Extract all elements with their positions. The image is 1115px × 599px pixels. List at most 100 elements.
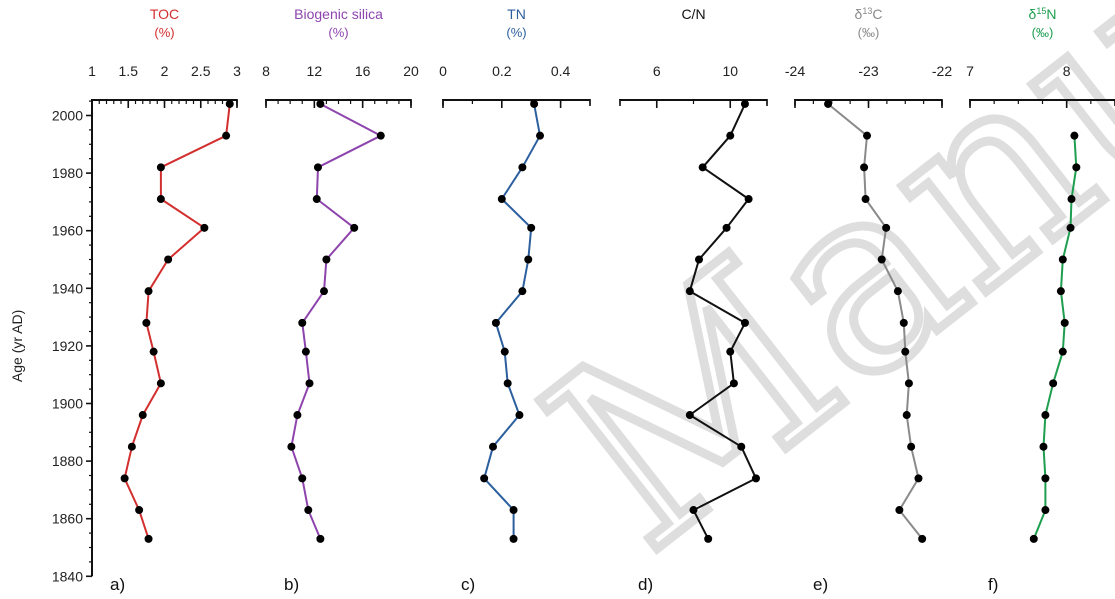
x-tick-label: 2.5 [191, 63, 211, 79]
data-point [142, 318, 151, 327]
data-point [737, 442, 746, 451]
x-tick-label: 0.2 [492, 63, 512, 79]
x-tick-label: 0.4 [551, 63, 571, 79]
panel-b: Biogenic silica (%) 8 12 16 20 b) [262, 6, 419, 594]
data-point [127, 442, 136, 451]
data-point [895, 506, 904, 515]
panel-unit: (‰) [1032, 25, 1054, 40]
data-point [1066, 223, 1075, 232]
data-point [1058, 347, 1067, 356]
panel-f: δ15N (‰) 7 8 f) [966, 6, 1115, 594]
data-point [824, 99, 833, 108]
data-point [497, 195, 506, 204]
watermark-text: Manuscript [498, 0, 1115, 599]
age-tick-label: 1900 [52, 396, 83, 412]
data-point [503, 379, 512, 388]
data-point [1029, 534, 1038, 543]
data-point [744, 195, 753, 204]
data-point [722, 223, 731, 232]
x-tick-label: 16 [355, 63, 371, 79]
data-point [861, 195, 870, 204]
data-point [225, 99, 234, 108]
age-tick-label: 1840 [52, 568, 83, 584]
data-point [685, 411, 694, 420]
data-point [698, 163, 707, 172]
data-point [899, 318, 908, 327]
data-point [287, 442, 296, 451]
data-point [480, 474, 489, 483]
data-point [376, 131, 385, 140]
data-point [1041, 474, 1050, 483]
data-point [685, 287, 694, 296]
data-point [1072, 163, 1081, 172]
data-point [518, 163, 527, 172]
panel-title: δ13C [855, 6, 883, 22]
data-point [1067, 195, 1076, 204]
data-point [1041, 506, 1050, 515]
panel-title: TOC [150, 6, 179, 22]
data-point [222, 131, 231, 140]
x-tick-label: 0 [439, 63, 447, 79]
x-tick-label: 8 [262, 63, 270, 79]
panel-unit: (%) [154, 25, 174, 40]
data-point [1060, 318, 1069, 327]
data-point [726, 131, 735, 140]
data-point [689, 506, 698, 515]
data-point [298, 474, 307, 483]
data-point [536, 131, 545, 140]
data-point [1058, 255, 1067, 264]
data-point [144, 534, 153, 543]
x-tick-label: 6 [653, 63, 661, 79]
x-tick-label: 1.5 [119, 63, 139, 79]
panels: TOC (%) 1 1.5 2 2.5 3 a) Biogenic silica (%) 8 12 16… [88, 6, 1115, 594]
data-point [863, 131, 872, 140]
x-tick-label: 10 [722, 63, 738, 79]
age-tick-label: 1920 [52, 338, 83, 354]
x-tick-label: -23 [858, 63, 878, 79]
x-tick-label: 3 [233, 63, 241, 79]
data-point [527, 223, 536, 232]
age-tick-label: 1940 [52, 280, 83, 296]
data-point [518, 287, 527, 296]
panel-unit: (‰) [858, 25, 880, 40]
data-point [350, 223, 359, 232]
x-tick-label: 20 [403, 63, 419, 79]
age-tick-label: 1980 [52, 165, 83, 181]
panel-e: δ13C (‰) -24 -23 -22 e) [785, 6, 952, 594]
age-tick-label: 1960 [52, 223, 83, 239]
data-point [156, 163, 165, 172]
age-tick-label: 1860 [52, 511, 83, 527]
x-tick-label: 12 [307, 63, 323, 79]
data-point [740, 318, 749, 327]
data-point [882, 223, 891, 232]
data-point [860, 163, 869, 172]
data-point [301, 347, 310, 356]
data-point [138, 411, 147, 420]
data-point [320, 287, 328, 296]
data-point [877, 255, 886, 264]
data-point [200, 223, 209, 232]
data-point [298, 318, 307, 327]
data-point [156, 379, 165, 388]
manuscript-watermark: Manuscript [494, 0, 1115, 599]
panel-a: TOC (%) 1 1.5 2 2.5 3 a) [88, 6, 241, 594]
panel-letter: e) [813, 575, 828, 594]
panel-d: C/N 6 10 d) [619, 6, 768, 594]
data-point [1056, 287, 1065, 296]
data-point [488, 442, 497, 451]
data-point [901, 347, 910, 356]
data-point [322, 255, 331, 264]
data-point [751, 474, 760, 483]
x-tick-label: -24 [785, 63, 805, 79]
panel-letter: c) [461, 575, 475, 594]
data-point [1049, 379, 1058, 388]
x-tick-label: 2 [161, 63, 169, 79]
x-tick-label: 8 [1063, 63, 1071, 79]
data-point [515, 411, 524, 420]
data-point [144, 287, 153, 296]
data-point [914, 474, 923, 483]
series-line [123, 103, 231, 540]
series-line [1032, 135, 1078, 540]
data-point [1039, 442, 1048, 451]
data-point [695, 255, 704, 264]
